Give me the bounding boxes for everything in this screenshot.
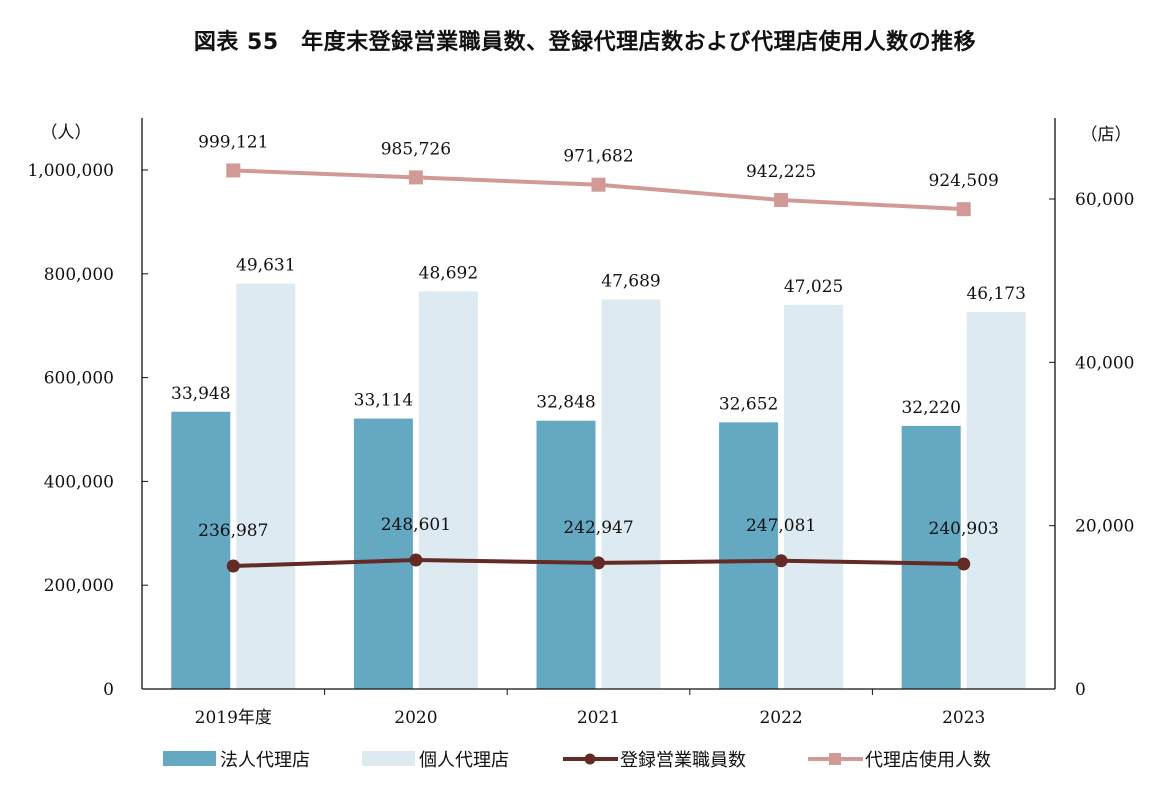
bar-corporate bbox=[536, 420, 596, 689]
bar-corporate bbox=[171, 411, 231, 689]
bar-individual bbox=[966, 311, 1026, 689]
data-label: 47,689 bbox=[601, 272, 660, 292]
right-tick-label: 0 bbox=[1075, 680, 1086, 700]
legend-item: 登録営業職員数 bbox=[563, 750, 746, 771]
legend-label: 法人代理店 bbox=[220, 750, 310, 771]
marker-circle bbox=[957, 557, 971, 571]
marker-circle bbox=[774, 554, 788, 568]
legend-marker-square bbox=[829, 753, 841, 765]
marker-square bbox=[408, 170, 423, 185]
axes-layer: 0 200,000 400,000 600,000 800,000 1,000,000 （人… bbox=[27, 118, 1134, 728]
data-label: 971,682 bbox=[563, 147, 633, 167]
right-tick-label: 60,000 bbox=[1075, 190, 1134, 210]
legend-swatch bbox=[362, 751, 415, 766]
left-tick-label: 0 bbox=[103, 680, 114, 700]
data-label: 48,692 bbox=[419, 263, 478, 283]
marker-circle bbox=[409, 553, 423, 567]
legend-item: 個人代理店 bbox=[362, 750, 509, 771]
bar-individual bbox=[236, 283, 296, 689]
left-tick-label: 400,000 bbox=[44, 472, 114, 492]
data-label: 247,081 bbox=[746, 516, 816, 536]
lines-layer bbox=[226, 163, 971, 573]
data-label: 32,848 bbox=[536, 393, 595, 413]
legend-swatch bbox=[163, 751, 216, 766]
x-tick-label: 2020 bbox=[394, 708, 437, 728]
data-label: 242,947 bbox=[563, 518, 633, 538]
x-tick-label: 2019年度 bbox=[195, 708, 272, 728]
legend: 法人代理店 個人代理店 登録営業職員数 代理店使用人数 bbox=[163, 750, 991, 771]
data-label: 49,631 bbox=[236, 256, 295, 276]
right-tick-label: 20,000 bbox=[1075, 517, 1134, 537]
data-label: 240,903 bbox=[929, 519, 999, 539]
data-label: 46,173 bbox=[966, 284, 1025, 304]
data-label: 33,948 bbox=[171, 384, 230, 404]
marker-square bbox=[774, 192, 789, 207]
bar-individual bbox=[784, 304, 844, 689]
data-label: 985,726 bbox=[381, 139, 451, 159]
right-tick-label: 40,000 bbox=[1075, 353, 1134, 373]
bar-corporate bbox=[719, 422, 779, 689]
legend-label: 代理店使用人数 bbox=[865, 750, 991, 771]
bar-corporate bbox=[353, 418, 413, 689]
x-tick-label: 2021 bbox=[577, 708, 620, 728]
data-label: 32,652 bbox=[719, 394, 778, 414]
x-tick-label: 2023 bbox=[942, 708, 985, 728]
legend-label: 個人代理店 bbox=[419, 750, 509, 771]
bar-corporate bbox=[901, 425, 961, 689]
bar-individual bbox=[601, 299, 661, 689]
left-axis-unit: （人） bbox=[41, 123, 92, 143]
left-tick-label: 600,000 bbox=[44, 369, 114, 389]
x-tick-label: 2022 bbox=[759, 708, 802, 728]
data-label: 33,114 bbox=[354, 391, 413, 411]
data-label: 248,601 bbox=[381, 515, 451, 535]
legend-label: 登録営業職員数 bbox=[620, 750, 746, 771]
marker-circle bbox=[226, 559, 240, 573]
marker-square bbox=[591, 177, 606, 192]
legend-item: 法人代理店 bbox=[163, 750, 310, 771]
marker-square bbox=[226, 163, 241, 178]
bar-individual bbox=[418, 291, 478, 689]
bars-layer bbox=[171, 283, 1026, 689]
data-label: 47,025 bbox=[784, 277, 843, 297]
legend-item: 代理店使用人数 bbox=[808, 750, 991, 771]
marker-circle bbox=[592, 556, 605, 570]
data-label: 942,225 bbox=[746, 162, 816, 182]
marker-square bbox=[956, 202, 971, 217]
labels-layer: 33,948 33,114 32,848 32,652 32,220 49,631 48,6… bbox=[171, 132, 1026, 541]
left-tick-label: 200,000 bbox=[44, 576, 114, 596]
left-tick-label: 800,000 bbox=[44, 265, 114, 285]
legend-marker-circle bbox=[584, 753, 596, 765]
data-label: 924,509 bbox=[929, 171, 999, 191]
chart-title: 図表 55 年度末登録営業職員数、登録代理店数および代理店使用人数の推移 bbox=[193, 30, 977, 55]
right-axis-unit: （店） bbox=[1081, 125, 1132, 145]
data-label: 999,121 bbox=[198, 132, 268, 152]
data-label: 32,220 bbox=[901, 398, 960, 418]
left-tick-label: 1,000,000 bbox=[27, 161, 114, 181]
data-label: 236,987 bbox=[198, 521, 268, 541]
